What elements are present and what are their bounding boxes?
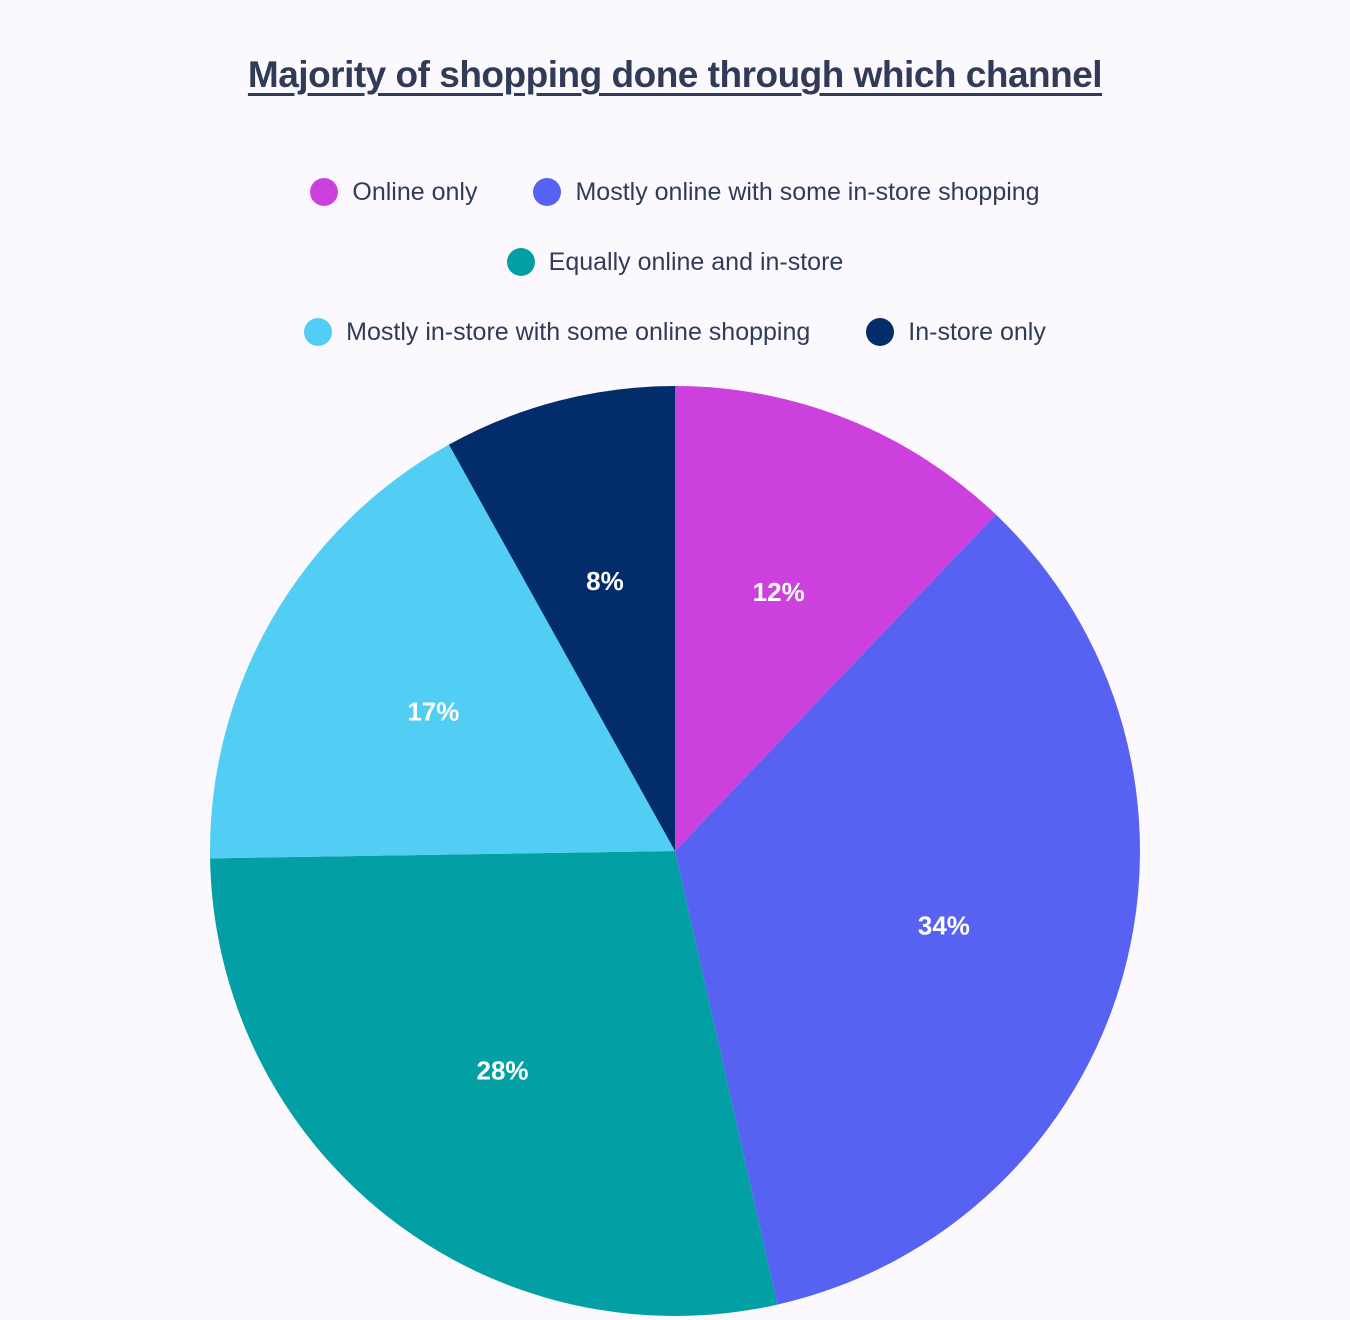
legend-item-mostly-instore: Mostly in-store with some online shoppin… bbox=[304, 318, 810, 347]
legend-item-online-only: Online only bbox=[310, 178, 477, 207]
legend-label-mostly-instore: Mostly in-store with some online shoppin… bbox=[346, 317, 811, 346]
legend-label-online-only: Online only bbox=[352, 177, 478, 206]
legend-row: Equally online and in-store bbox=[0, 240, 1350, 284]
legend-item-instore-only: In-store only bbox=[866, 318, 1046, 347]
legend-swatch-instore-only bbox=[866, 318, 895, 346]
slice-label-equally: 28% bbox=[477, 1055, 529, 1085]
pie-slice-mostly-online bbox=[675, 514, 1140, 1305]
legend-swatch-mostly-online bbox=[533, 178, 562, 206]
legend-item-equally: Equally online and in-store bbox=[506, 247, 844, 277]
slice-label-mostly-online: 34% bbox=[918, 910, 970, 940]
legend-label-mostly-online: Mostly online with some in-store shoppin… bbox=[575, 177, 1040, 206]
legend-row: Mostly in-store with some online shoppin… bbox=[0, 310, 1350, 354]
legend-row: Online only Mostly online with some in-s… bbox=[0, 170, 1350, 214]
pie-slice-online-only bbox=[675, 386, 996, 851]
legend-label-equally: Equally online and in-store bbox=[548, 247, 844, 276]
legend-label-instore-only: In-store only bbox=[908, 317, 1046, 346]
legend-item-mostly-online: Mostly online with some in-store shoppin… bbox=[533, 177, 1040, 207]
legend-swatch-online-only bbox=[310, 178, 339, 206]
chart-title: Majority of shopping done through which … bbox=[247, 54, 1103, 95]
legend-swatch-mostly-instore bbox=[304, 318, 333, 346]
slice-label-online-only: 12% bbox=[753, 577, 805, 607]
pie-slice-instore-only bbox=[448, 386, 675, 851]
slice-label-mostly-instore: 17% bbox=[407, 697, 459, 727]
slice-label-instore-only: 8% bbox=[586, 566, 624, 596]
chart-legend: Online only Mostly online with some in-s… bbox=[0, 170, 1350, 380]
legend-swatch-equally bbox=[506, 248, 535, 276]
pie-slice-mostly-instore bbox=[210, 444, 675, 859]
pie-slice-equally bbox=[210, 851, 778, 1316]
